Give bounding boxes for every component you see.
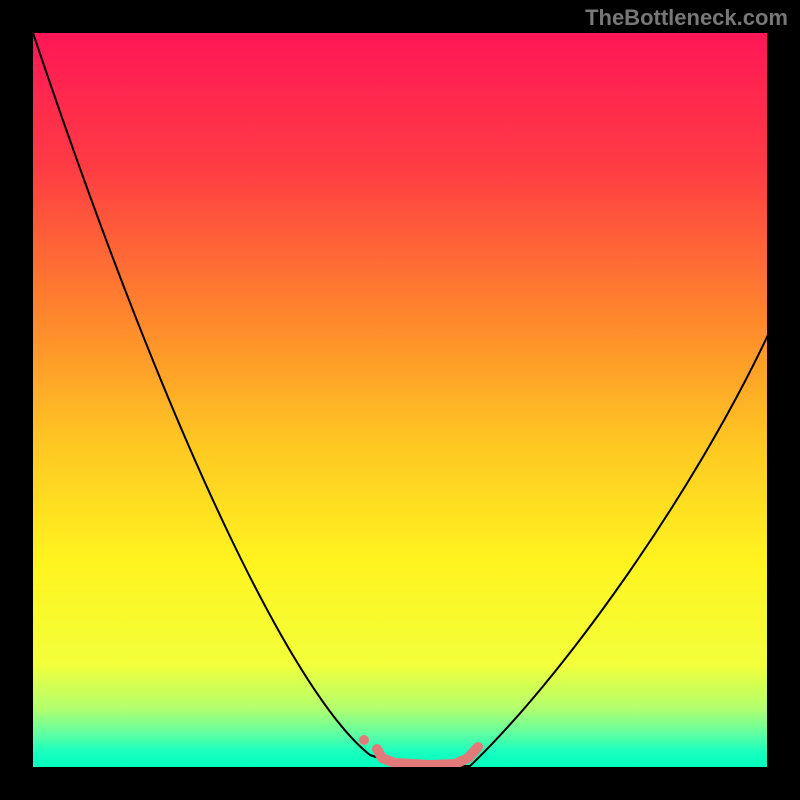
plot-background [33, 33, 767, 767]
bottleneck-chart [0, 0, 800, 800]
watermark-text: TheBottleneck.com [585, 5, 788, 31]
chart-frame: TheBottleneck.com [0, 0, 800, 800]
